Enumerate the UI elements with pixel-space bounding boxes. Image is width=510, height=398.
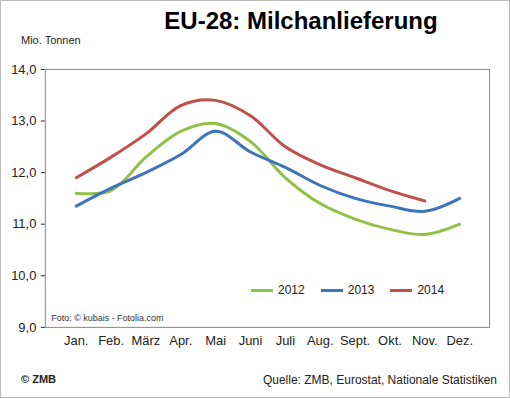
svg-text:14,0: 14,0: [11, 62, 36, 77]
svg-text:Okt.: Okt.: [378, 333, 402, 348]
html-text:EU-28: Milchanlieferung: EU-28: Milchanlieferung: [164, 7, 438, 34]
svg-text:Dez.: Dez.: [446, 333, 473, 348]
svg-text:Aug.: Aug.: [307, 333, 334, 348]
svg-text:Sept.: Sept.: [340, 333, 370, 348]
html-text:Quelle: ZMB, Eurostat, Nationa: Quelle: ZMB, Eurostat, Nationale Statist…: [262, 373, 497, 387]
svg-text:Apr.: Apr.: [169, 333, 192, 348]
svg-text:Jan.: Jan.: [64, 333, 88, 348]
svg-text:Juni: Juni: [239, 333, 263, 348]
svg-text:13,0: 13,0: [11, 113, 36, 128]
svg-text:Nov.: Nov.: [412, 333, 438, 348]
svg-text:12,0: 12,0: [11, 165, 36, 180]
html-text:2014: 2014: [417, 283, 445, 297]
html-text:Mio. Tonnen: Mio. Tonnen: [21, 34, 81, 46]
svg-text:10,0: 10,0: [11, 268, 36, 283]
html-text:2012: 2012: [278, 283, 305, 297]
html-text:2013: 2013: [347, 283, 375, 297]
svg-text:Foto: © kubais - Fotolia.com: Foto: © kubais - Fotolia.com: [51, 313, 163, 323]
html-text:© ZMB: © ZMB: [21, 373, 56, 385]
svg-text:11,0: 11,0: [12, 216, 36, 231]
svg-text:März: März: [132, 333, 161, 348]
svg-text:Juli: Juli: [276, 333, 295, 348]
svg-text:Mai: Mai: [205, 333, 226, 348]
svg-text:Feb.: Feb.: [98, 333, 124, 348]
svg-text:9,0: 9,0: [18, 320, 36, 335]
